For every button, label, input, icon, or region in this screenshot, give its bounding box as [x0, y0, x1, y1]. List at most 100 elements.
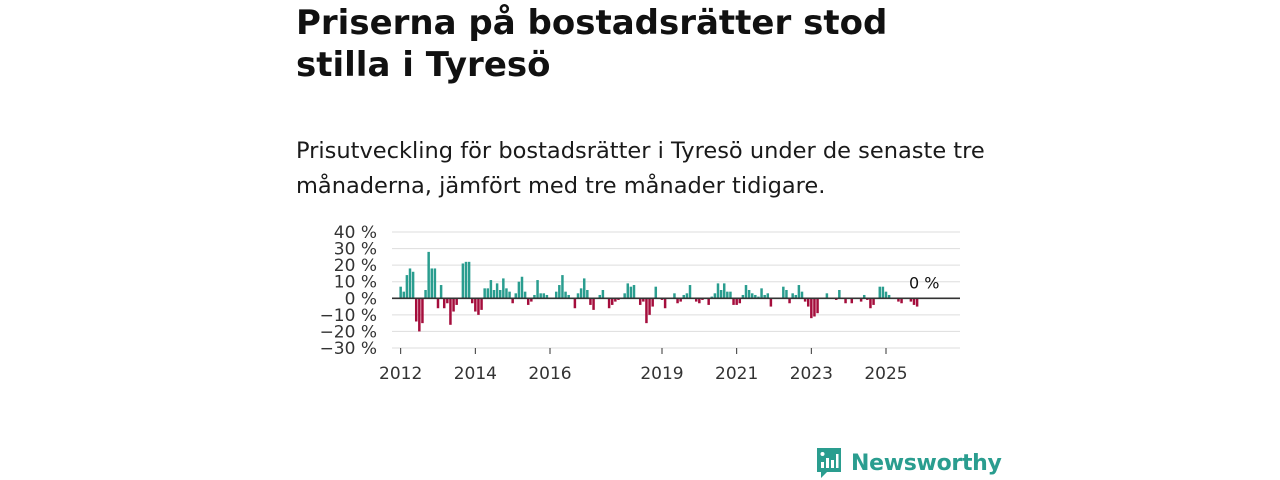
bar — [803, 298, 807, 302]
bar — [698, 298, 701, 304]
bar — [567, 294, 570, 299]
y-tick-label: −20 % — [320, 322, 377, 342]
x-tick-label: 2021 — [715, 364, 758, 384]
bar — [517, 281, 521, 299]
bar — [754, 294, 757, 299]
bar — [576, 293, 580, 299]
bar — [897, 298, 900, 302]
bar — [915, 298, 919, 307]
y-tick-label: 40 % — [334, 223, 377, 243]
bar — [582, 278, 586, 299]
bar — [430, 268, 434, 299]
bar — [788, 298, 791, 304]
bar — [710, 296, 714, 299]
bar — [716, 283, 720, 299]
y-tick-label: 30 % — [334, 240, 377, 260]
bar — [573, 298, 577, 309]
bar — [489, 280, 493, 299]
bar — [654, 286, 658, 299]
bar — [589, 298, 592, 305]
bar — [900, 298, 903, 304]
bar — [766, 293, 770, 299]
bar — [648, 298, 651, 315]
bar — [436, 298, 440, 309]
bar — [477, 298, 480, 315]
bar — [872, 298, 875, 305]
bar — [881, 286, 885, 299]
bar — [785, 290, 788, 299]
bar — [763, 294, 766, 299]
end-value-label: 0 % — [909, 273, 939, 292]
bar — [526, 298, 530, 305]
bar — [483, 288, 486, 299]
bar — [495, 283, 499, 299]
bar — [794, 294, 798, 299]
y-tick-label: −30 % — [320, 339, 377, 359]
bar — [694, 298, 698, 302]
bar — [505, 288, 508, 299]
bar — [607, 298, 611, 309]
bar — [414, 298, 418, 322]
bar — [632, 285, 636, 299]
bar — [719, 290, 723, 299]
bar — [449, 298, 452, 325]
bar — [707, 298, 710, 305]
x-tick-label: 2019 — [640, 364, 683, 384]
bar — [750, 293, 754, 299]
bar — [757, 296, 760, 299]
bar — [399, 286, 402, 299]
bar — [676, 298, 679, 304]
bar — [467, 261, 471, 299]
bar — [769, 298, 773, 307]
bar — [825, 293, 829, 299]
end-label-group: 0 % — [909, 273, 939, 292]
bar — [514, 293, 518, 299]
bar — [592, 298, 595, 310]
bar — [545, 294, 549, 299]
bar — [610, 298, 614, 305]
bar — [878, 286, 882, 299]
bar — [586, 290, 589, 299]
bar — [408, 268, 412, 299]
x-axis-tick-labels: 2012 2014 2016 2019 2021 2023 2025 — [379, 348, 908, 384]
bar — [741, 294, 745, 299]
bar — [887, 294, 891, 299]
brand-name: Newsworthy — [851, 450, 1002, 476]
bar — [722, 283, 726, 299]
chart-subtitle: Prisutveckling för bostadsrätter i Tyres… — [296, 138, 985, 199]
bar — [424, 290, 427, 299]
bar — [539, 293, 542, 299]
bar — [912, 298, 916, 305]
bar — [617, 298, 620, 300]
bar — [498, 290, 502, 299]
bar — [800, 291, 804, 299]
y-tick-label: 0 % — [345, 289, 377, 309]
bar — [645, 298, 648, 324]
bar — [536, 280, 539, 299]
bar — [866, 298, 869, 300]
bar — [673, 293, 676, 299]
bar — [418, 298, 421, 332]
bar — [679, 298, 682, 302]
x-tick-label: 2025 — [864, 364, 907, 384]
grid-lines — [392, 231, 960, 349]
bar — [732, 298, 735, 305]
bar — [427, 251, 430, 299]
bar — [530, 298, 533, 302]
bar — [564, 291, 567, 299]
y-tick-label: 20 % — [334, 256, 377, 276]
bar — [834, 298, 838, 300]
bar — [869, 298, 872, 309]
bar — [446, 298, 449, 304]
bar — [626, 283, 630, 299]
bar — [629, 286, 633, 299]
bar — [486, 288, 490, 299]
bar — [663, 298, 667, 309]
bar — [421, 298, 424, 324]
brand-logo: Newsworthy — [815, 446, 1002, 480]
bar — [713, 293, 717, 299]
bar — [561, 275, 564, 299]
bar — [760, 288, 763, 299]
bar — [859, 298, 863, 302]
bar — [862, 294, 866, 299]
